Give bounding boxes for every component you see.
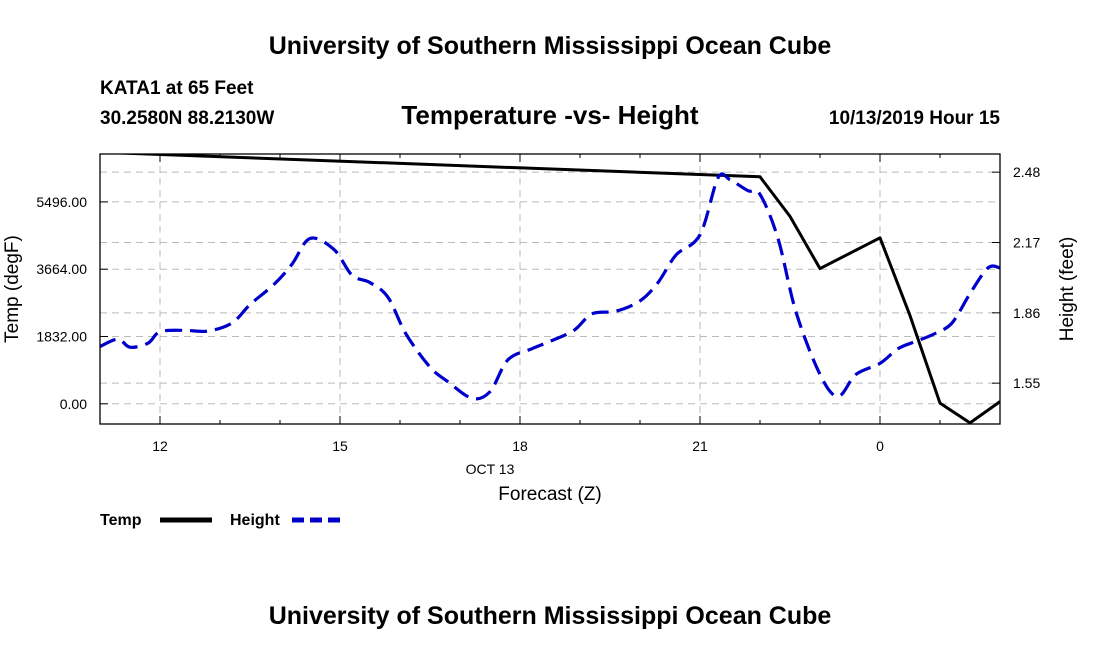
- y-left-tick-label-1: 1832.00: [36, 328, 87, 344]
- y-left-tick-label-0: 0.00: [60, 396, 87, 412]
- legend: Temp Height: [100, 512, 344, 529]
- footer-title: University of Southern Mississippi Ocean…: [269, 602, 832, 630]
- date-label: OCT 13: [466, 461, 515, 477]
- y-right-tick-label-2: 2.17: [1013, 234, 1040, 250]
- datetime-label: 10/13/2019 Hour 15: [829, 108, 1001, 129]
- x-tick-label-4: 0: [876, 438, 884, 454]
- y-left-tick-label-2: 3664.00: [36, 261, 87, 277]
- ticks: 12 15 18 21 0 0.00 1832.00 3664.00 5496.00 1.55 1.…: [36, 154, 1040, 454]
- chart-title: Temperature -vs- Height: [401, 100, 698, 130]
- y-right-tick-label-3: 2.48: [1013, 164, 1040, 180]
- header-title: University of Southern Mississippi Ocean…: [269, 32, 832, 60]
- station-label: KATA1 at 65 Feet: [100, 78, 254, 99]
- series-temp-line: [108, 154, 1000, 424]
- plot-frame: [99, 153, 1001, 425]
- y-axis-label-right: Height (feet): [1057, 237, 1078, 342]
- x-tick-label-1: 15: [332, 438, 348, 454]
- series-height-line: [100, 172, 1000, 401]
- series-layer: [100, 154, 1000, 424]
- grid: [100, 154, 1000, 424]
- location-label: 30.2580N 88.2130W: [100, 108, 274, 129]
- x-tick-label-2: 18: [512, 438, 528, 454]
- x-axis-label: Forecast (Z): [498, 484, 601, 505]
- x-tick-label-0: 12: [152, 438, 168, 454]
- legend-label-height: Height: [230, 512, 280, 529]
- x-tick-label-3: 21: [692, 438, 708, 454]
- y-right-tick-label-1: 1.86: [1013, 305, 1040, 321]
- y-right-tick-label-0: 1.55: [1013, 375, 1040, 391]
- legend-label-temp: Temp: [100, 512, 142, 529]
- y-left-tick-label-3: 5496.00: [36, 194, 87, 210]
- y-axis-label-left: Temp (degF): [2, 235, 23, 343]
